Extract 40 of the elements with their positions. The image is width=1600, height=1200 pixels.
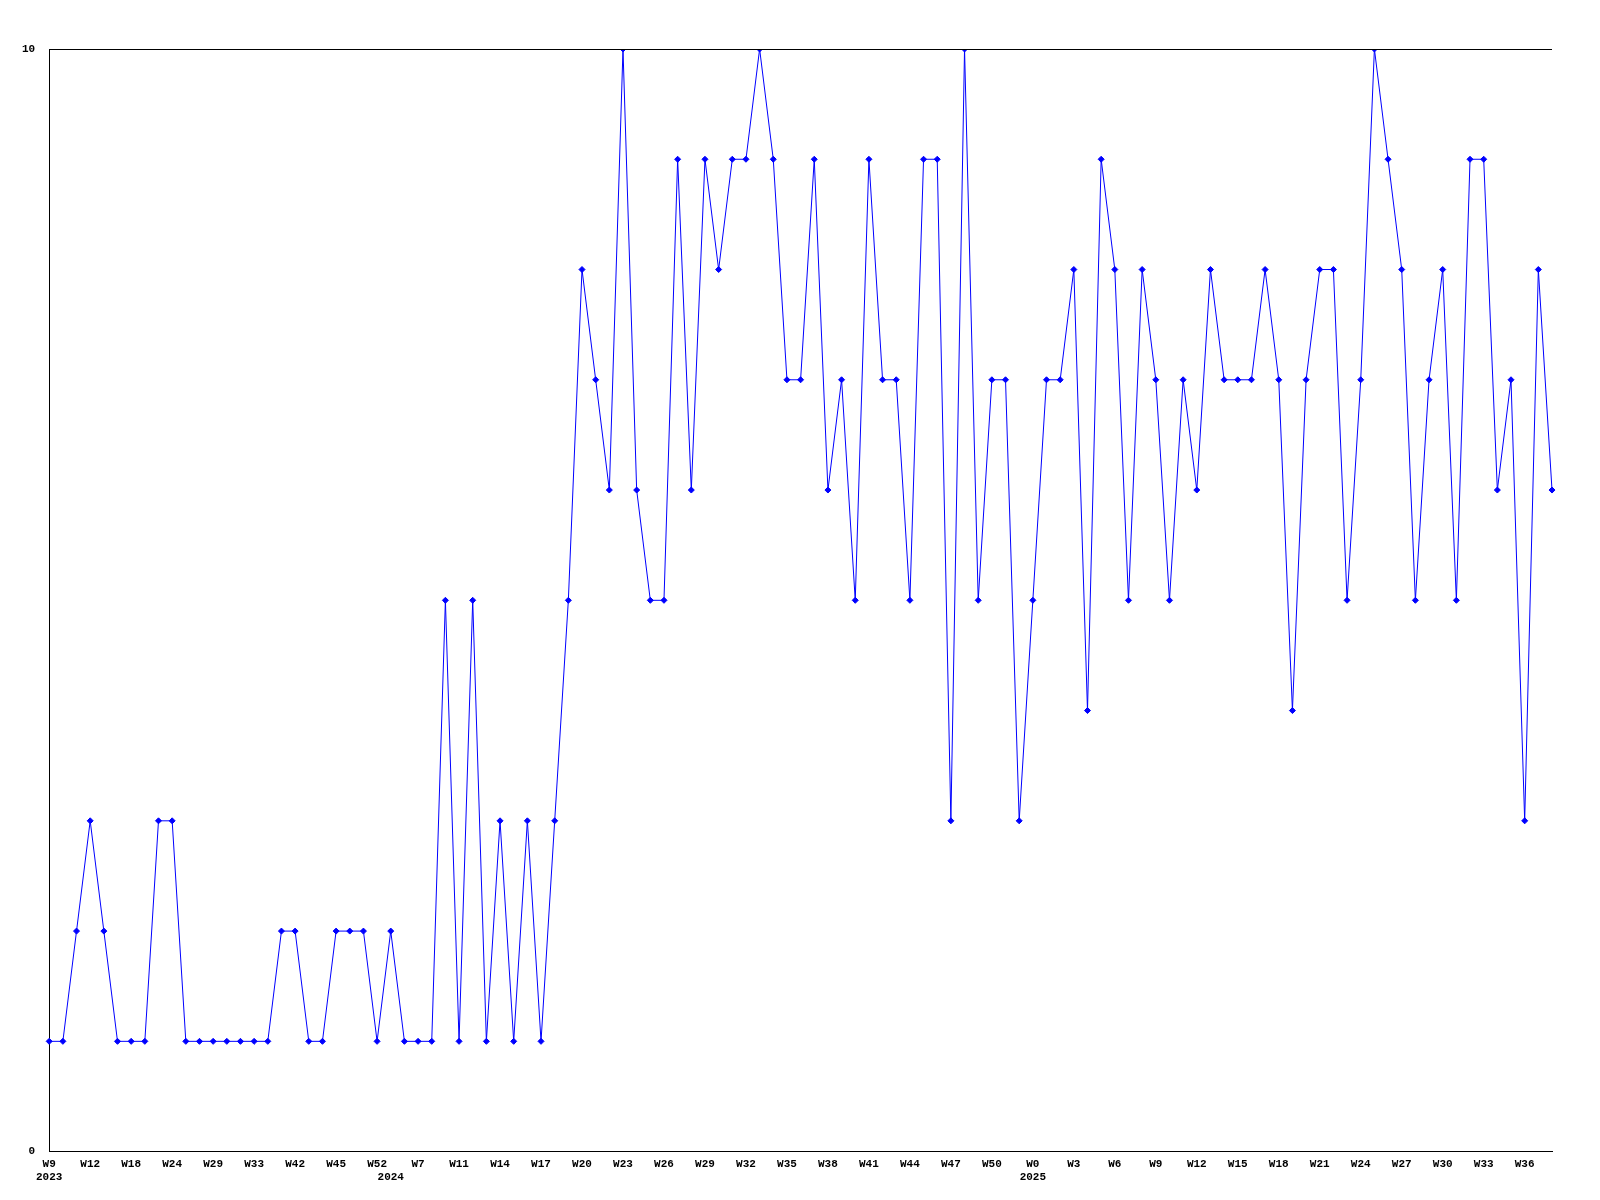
x-tick-label: W45 [326,1157,347,1170]
x-tick-label: W0 2025 [1019,1157,1047,1184]
x-tick-label: W17 [531,1157,551,1170]
x-tick-label: W23 [613,1157,634,1170]
x-tick-label: W33 [1473,1157,1494,1170]
x-tick-label: W38 [818,1157,839,1170]
x-tick-label: W36 [1514,1157,1535,1170]
x-tick-label: W9 2023 [36,1157,63,1184]
x-tick-label: W14 [490,1157,511,1170]
x-tick-label: W6 [1108,1157,1122,1170]
x-tick-label: W11 [449,1157,470,1170]
x-tick-label: W35 [777,1157,798,1170]
x-tick-label: W15 [1227,1157,1249,1170]
x-tick-label: W47 [940,1157,961,1170]
x-tick-label: W18 [1268,1157,1290,1170]
x-tick-label: W50 [981,1157,1002,1170]
x-tick-label: W27 [1391,1157,1412,1170]
x-tick-label: W3 [1067,1157,1081,1170]
x-tick-label: W12 [1186,1157,1207,1170]
x-tick-label: W29 [695,1157,715,1170]
x-tick-label: W18 [121,1157,142,1170]
x-tick-label: W24 [162,1157,183,1170]
x-tick-label: W41 [859,1157,880,1170]
x-tick-label: W21 [1309,1157,1331,1170]
x-tick-label: W52 [367,1157,387,1170]
x-tick-label: W24 [1350,1157,1372,1170]
x-tick-label: 2024 [377,1171,405,1184]
x-tick-label: W32 [736,1157,756,1170]
x-tick-label: W44 [899,1157,921,1170]
x-tick-label: W33 [244,1157,265,1170]
y-tick-label: 10 [22,42,36,55]
x-tick-label: W20 [572,1157,592,1170]
x-tick-label: W9 [1149,1157,1163,1170]
x-tick-label: W12 [80,1157,101,1170]
x-tick-label: W26 [654,1157,674,1170]
x-tick-label: W42 [285,1157,306,1170]
x-tick-label: W7 [411,1157,425,1170]
x-tick-label: W29 [203,1157,224,1170]
y-tick-label: 0 [28,1145,36,1158]
x-tick-label: W30 [1432,1157,1453,1170]
